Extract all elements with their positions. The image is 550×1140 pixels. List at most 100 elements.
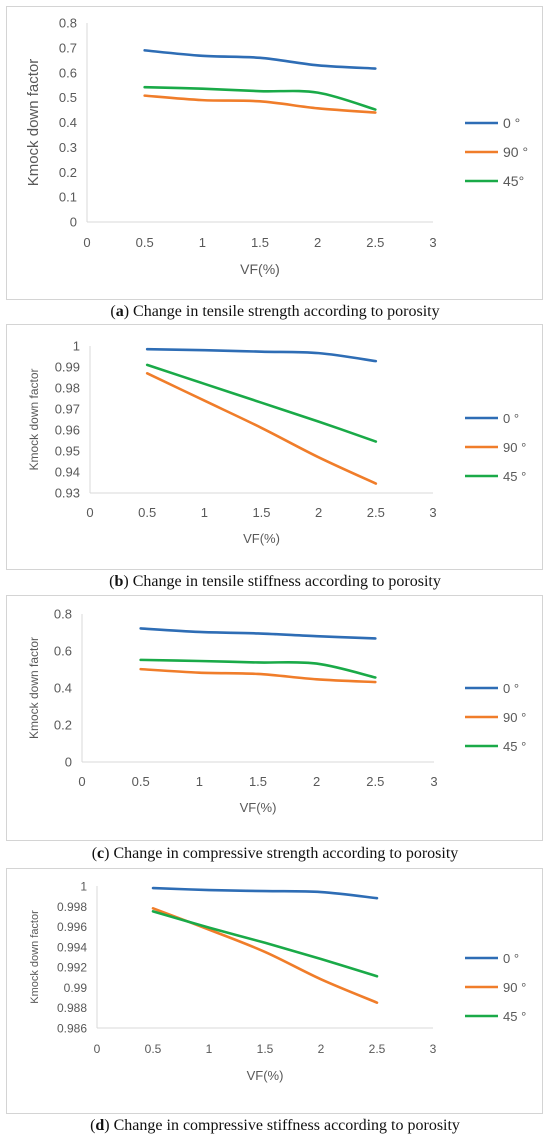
y-tick-label: 1 xyxy=(80,880,87,894)
legend-label: 90 ° xyxy=(503,710,526,725)
legend-label: 0 ° xyxy=(503,411,519,426)
x-tick-label: 1 xyxy=(201,505,208,520)
legend-label: 90 ° xyxy=(503,440,526,455)
y-tick-label: 0.8 xyxy=(54,607,72,622)
x-tick-label: 1 xyxy=(199,235,206,250)
y-tick-label: 0.986 xyxy=(57,1022,87,1036)
x-tick-label: 0 xyxy=(94,1042,101,1056)
x-tick-label: 3 xyxy=(429,505,436,520)
chart-b: 0.93 0.94 0.95 0.96 0.97 0.98 0.99 1 0 0.5 1 1.5 2 2.… xyxy=(27,339,526,547)
x-tick-label: 0 xyxy=(78,774,85,789)
y-tick-label: 0.98 xyxy=(55,381,80,396)
x-tick-label: 1 xyxy=(206,1042,213,1056)
series-line xyxy=(145,347,378,363)
x-axis-title: VF(%) xyxy=(243,531,280,546)
y-axis-title: Kmock down factor xyxy=(27,368,41,470)
chart-frame xyxy=(6,595,543,841)
x-tick-label: 2.5 xyxy=(366,235,384,250)
legend-label: 45 ° xyxy=(503,1009,526,1024)
chart-frame xyxy=(6,868,543,1114)
x-axis-title: VF(%) xyxy=(247,1068,284,1083)
y-tick-label: 0.998 xyxy=(57,900,87,914)
x-tick-label: 2 xyxy=(318,1042,325,1056)
series-line xyxy=(139,658,377,679)
caption-letter: d xyxy=(95,1117,105,1134)
y-tick-label: 0.6 xyxy=(59,65,77,80)
y-tick-label: 0.4 xyxy=(54,681,72,696)
x-tick-label: 1.5 xyxy=(252,505,270,520)
figure-caption: (c) Change in compressive strength accor… xyxy=(0,845,550,863)
x-tick-label: 2 xyxy=(314,235,321,250)
y-tick-label: 0.2 xyxy=(54,718,72,733)
figure-caption: (b) Change in tensile stiffness accordin… xyxy=(0,573,550,591)
y-tick-label: 0 xyxy=(65,755,72,770)
caption-letter: c xyxy=(97,845,105,862)
y-tick-label: 0.996 xyxy=(57,920,87,934)
y-axis-title: Kmock down factor xyxy=(27,637,41,739)
y-tick-label: 0.1 xyxy=(59,190,77,205)
y-tick-label: 0.8 xyxy=(59,16,77,31)
legend-label: 45° xyxy=(503,173,524,189)
caption-paren: ) xyxy=(123,303,130,320)
x-tick-label: 0.5 xyxy=(132,774,150,789)
caption-paren: ) xyxy=(104,1117,110,1134)
x-tick-label: 3 xyxy=(430,1042,437,1056)
chart-a: 0 0.1 0.2 0.3 0.4 0.5 0.6 0.7 0.8 0 0.5 1 1.5 2 2.5 3 VF… xyxy=(25,16,528,278)
x-axis-title: VF(%) xyxy=(240,800,277,815)
series-line xyxy=(151,886,379,900)
y-tick-label: 0.94 xyxy=(55,465,80,480)
series-line xyxy=(145,363,378,443)
y-tick-label: 0.7 xyxy=(59,40,77,55)
y-tick-label: 0 xyxy=(70,215,77,230)
series-line xyxy=(139,627,377,640)
legend-label: 45 ° xyxy=(503,469,526,484)
y-tick-label: 0.6 xyxy=(54,644,72,659)
series-line xyxy=(143,85,377,111)
y-tick-label: 0.93 xyxy=(55,486,80,501)
figure-caption: (d) Change in compressive stiffness acco… xyxy=(0,1117,550,1135)
x-tick-label: 2 xyxy=(313,774,320,789)
y-tick-label: 0.5 xyxy=(59,90,77,105)
legend-label: 0 ° xyxy=(503,115,520,131)
x-tick-label: 1 xyxy=(196,774,203,789)
y-tick-label: 0.994 xyxy=(57,940,87,954)
x-tick-label: 3 xyxy=(430,774,437,789)
x-tick-label: 1.5 xyxy=(257,1042,274,1056)
series-line xyxy=(143,49,377,70)
x-tick-label: 2.5 xyxy=(367,505,385,520)
caption-text: Change in tensile strength according to … xyxy=(129,303,440,320)
chart-frame xyxy=(6,6,543,300)
caption-letter: b xyxy=(114,573,124,590)
caption-paren: ( xyxy=(109,573,115,590)
caption-text: Change in compressive stiffness accordin… xyxy=(109,1117,460,1134)
caption-paren: ) xyxy=(104,845,110,862)
caption-paren: ( xyxy=(91,845,98,862)
y-tick-label: 0.988 xyxy=(57,1001,87,1015)
x-tick-label: 0.5 xyxy=(138,505,156,520)
x-tick-label: 1.5 xyxy=(249,774,267,789)
y-tick-label: 0.992 xyxy=(57,961,87,975)
y-tick-label: 0.2 xyxy=(59,165,77,180)
chart-c: 0 0.2 0.4 0.6 0.8 0 0.5 1 1.5 2 2.5 3 VF(%) Kmock dow… xyxy=(27,607,526,816)
series-line xyxy=(139,667,377,684)
y-tick-label: 0.95 xyxy=(55,444,80,459)
x-tick-label: 1.5 xyxy=(251,235,269,250)
x-tick-label: 0 xyxy=(86,505,93,520)
series-line xyxy=(143,94,377,114)
x-tick-label: 0 xyxy=(83,235,90,250)
x-axis-title: VF(%) xyxy=(240,261,280,277)
legend-label: 45 ° xyxy=(503,739,526,754)
figure-caption: (a) Change in tensile strength according… xyxy=(0,303,550,321)
legend-label: 90 ° xyxy=(503,144,528,160)
y-tick-label: 0.96 xyxy=(55,423,80,438)
caption-paren: ) xyxy=(123,573,129,590)
y-axis-title: Kmock down factor xyxy=(29,910,41,1004)
y-tick-label: 0.99 xyxy=(64,981,88,995)
legend-label: 0 ° xyxy=(503,681,519,696)
y-axis-title: Kmock down factor xyxy=(25,59,42,187)
caption-paren: ( xyxy=(90,1117,96,1134)
caption-text: Change in compressive strength according… xyxy=(109,845,459,862)
y-tick-label: 1 xyxy=(73,339,80,354)
x-tick-label: 0.5 xyxy=(145,1042,162,1056)
